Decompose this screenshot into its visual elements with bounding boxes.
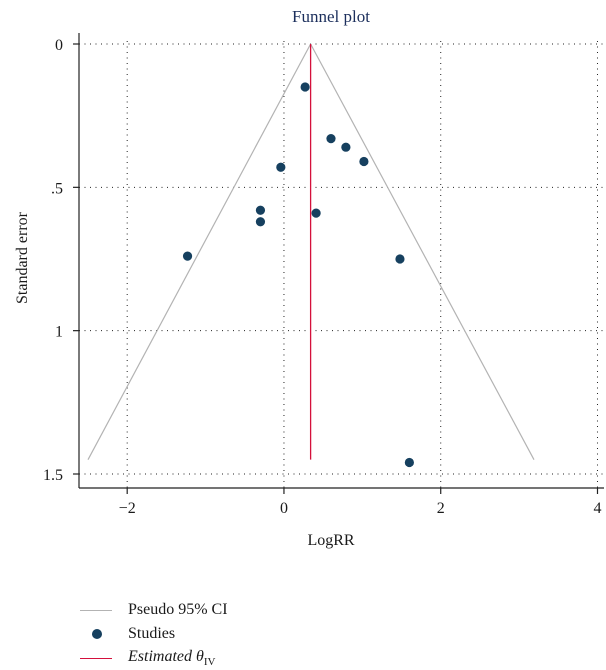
study-point — [255, 205, 266, 215]
tick-labels: 0 .5 1 1.5 −2 0 2 4 — [43, 37, 601, 517]
study-points — [182, 82, 414, 468]
legend-label-estimate-main: Estimated θ — [128, 647, 204, 665]
pseudo-ci-lines — [87, 43, 535, 460]
legend-label-estimate: Estimated θIV — [128, 648, 215, 668]
study-point — [182, 251, 193, 261]
legend-swatch-pseudo-ci — [78, 602, 114, 618]
x-tick-label: −2 — [119, 500, 136, 517]
pseudo-ci-right-line — [310, 43, 535, 460]
study-point — [311, 208, 321, 218]
legend-item-studies: Studies — [78, 622, 228, 646]
study-point — [300, 82, 310, 92]
funnel-plot-chart: Funnel plot 0 .5 1 1.5 −2 0 2 4 LogRR Standard … — [14, 7, 604, 549]
legend: Pseudo 95% CI Studies Estimated θIV — [78, 598, 228, 670]
legend-item-pseudo-ci: Pseudo 95% CI — [78, 598, 228, 622]
pseudo-ci-left-line — [87, 43, 312, 460]
x-tick-label: 2 — [437, 500, 445, 517]
study-point — [255, 217, 266, 227]
study-point — [326, 134, 336, 144]
x-tick-label: 0 — [280, 500, 288, 517]
axes — [73, 33, 604, 494]
y-tick-label: .5 — [51, 180, 63, 197]
legend-label-studies: Studies — [128, 625, 176, 642]
y-tick-label: 1.5 — [43, 467, 63, 484]
y-tick-label: 1 — [55, 324, 63, 341]
legend-label-pseudo-ci: Pseudo 95% CI — [128, 601, 228, 618]
y-axis-label: Standard error — [14, 211, 31, 304]
chart-title: Funnel plot — [292, 7, 370, 26]
study-point — [341, 142, 351, 152]
legend-swatch-estimate — [78, 650, 114, 666]
y-tick-label: 0 — [55, 37, 63, 54]
x-tick-label: 4 — [593, 500, 601, 517]
study-point — [395, 254, 405, 264]
grid-lines — [79, 41, 604, 488]
study-point — [276, 162, 286, 172]
legend-label-estimate-sub: IV — [203, 656, 216, 669]
x-axis-label: LogRR — [307, 532, 354, 549]
legend-swatch-studies — [78, 626, 114, 642]
study-point — [359, 156, 369, 167]
study-point — [404, 457, 414, 468]
